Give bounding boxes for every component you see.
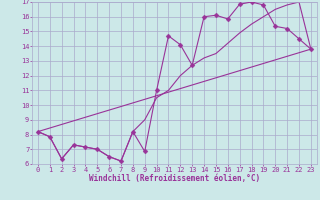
X-axis label: Windchill (Refroidissement éolien,°C): Windchill (Refroidissement éolien,°C) — [89, 174, 260, 183]
